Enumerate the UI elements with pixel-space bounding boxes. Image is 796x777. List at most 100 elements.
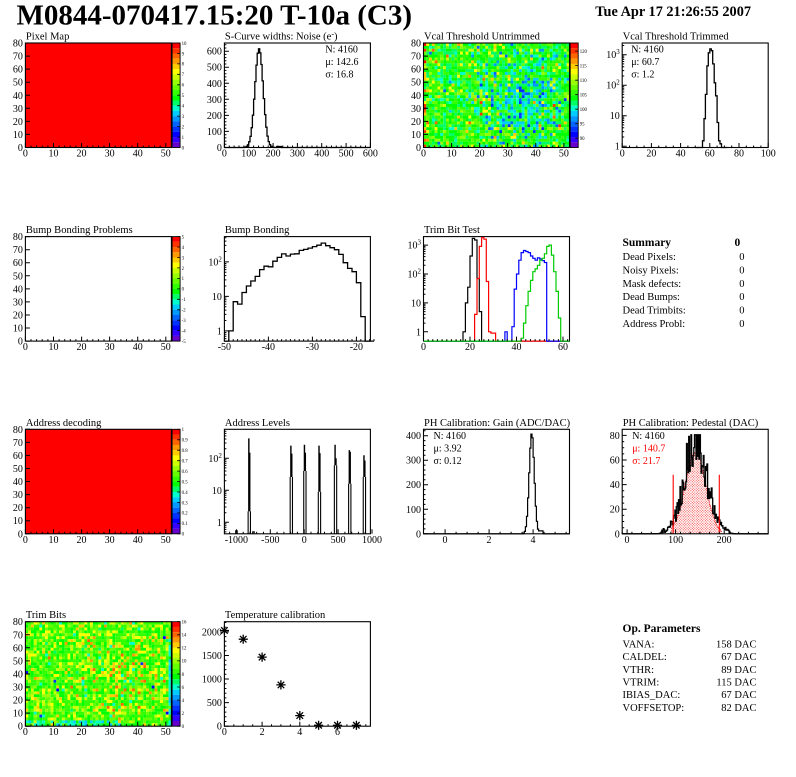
svg-text:-20: -20	[350, 342, 363, 353]
svg-text:Bump Bonding Problems: Bump Bonding Problems	[26, 225, 133, 236]
svg-text:115 DAC: 115 DAC	[716, 677, 756, 688]
svg-text:100: 100	[207, 127, 222, 138]
svg-text:Vcal Threshold Untrimmed: Vcal Threshold Untrimmed	[424, 32, 541, 43]
svg-text:PH Calibration: Gain (ADC/DAC): PH Calibration: Gain (ADC/DAC)	[424, 418, 571, 429]
svg-text:4: 4	[297, 727, 302, 738]
svg-text:4: 4	[182, 699, 185, 704]
svg-text:1: 1	[182, 136, 185, 141]
svg-text:100: 100	[668, 535, 683, 546]
svg-text:10: 10	[48, 535, 58, 546]
svg-text:70: 70	[13, 52, 23, 63]
svg-text:20: 20	[13, 696, 23, 707]
svg-text:40: 40	[133, 727, 143, 738]
svg-text:300: 300	[406, 456, 421, 467]
svg-text:0.3: 0.3	[182, 501, 189, 506]
svg-text:50: 50	[13, 271, 23, 282]
svg-text:30: 30	[13, 104, 23, 115]
svg-text:1: 1	[182, 428, 185, 433]
svg-text:4: 4	[531, 535, 536, 546]
svg-text:σ: 1.2: σ: 1.2	[631, 70, 654, 81]
svg-text:200: 200	[717, 535, 732, 546]
svg-text:10: 10	[212, 486, 222, 497]
svg-text:0: 0	[23, 149, 28, 160]
svg-text:5: 5	[182, 94, 185, 99]
svg-text:50: 50	[161, 342, 171, 353]
svg-text:-50: -50	[218, 342, 231, 353]
svg-text:0: 0	[217, 722, 222, 733]
svg-text:30: 30	[411, 104, 421, 115]
svg-text:Trim Bits: Trim Bits	[26, 610, 66, 621]
svg-text:Vcal Threshold Trimmed: Vcal Threshold Trimmed	[623, 32, 730, 43]
svg-text:400: 400	[207, 79, 222, 90]
svg-text:10: 10	[182, 660, 187, 665]
svg-text:20: 20	[646, 149, 656, 160]
svg-text:120: 120	[580, 50, 588, 55]
svg-text:300: 300	[207, 95, 222, 106]
svg-text:80: 80	[13, 39, 23, 50]
svg-text:50: 50	[13, 78, 23, 89]
svg-text:4: 4	[182, 105, 185, 110]
svg-text:100: 100	[761, 149, 776, 160]
svg-text:Dead Pixels:: Dead Pixels:	[623, 252, 676, 263]
svg-text:110: 110	[580, 79, 588, 84]
svg-text:0: 0	[182, 533, 185, 538]
svg-text:70: 70	[13, 245, 23, 256]
svg-text:10: 10	[48, 149, 58, 160]
svg-text:0: 0	[182, 288, 185, 293]
svg-text:1: 1	[615, 142, 620, 153]
svg-text:115: 115	[580, 64, 588, 69]
svg-text:-500: -500	[261, 535, 279, 546]
svg-text:70: 70	[13, 630, 23, 641]
svg-text:CALDEL:: CALDEL:	[623, 652, 667, 663]
svg-text:0: 0	[443, 535, 448, 546]
svg-text:50: 50	[13, 656, 23, 667]
svg-text:10: 10	[13, 709, 23, 720]
svg-text:40: 40	[411, 91, 421, 102]
svg-text:40: 40	[13, 669, 23, 680]
svg-text:20: 20	[77, 535, 87, 546]
svg-text:0.9: 0.9	[182, 439, 189, 444]
svg-text:2: 2	[182, 712, 185, 717]
svg-text:40: 40	[512, 342, 522, 353]
svg-text:40: 40	[133, 342, 143, 353]
svg-text:0: 0	[735, 237, 741, 249]
svg-text:N: 4160: N: 4160	[325, 45, 358, 56]
svg-text:50: 50	[13, 464, 23, 475]
svg-text:12: 12	[182, 647, 187, 652]
svg-text:-5: -5	[182, 340, 187, 345]
svg-text:30: 30	[105, 149, 115, 160]
svg-text:N: 4160: N: 4160	[434, 431, 467, 442]
svg-text:0: 0	[23, 535, 28, 546]
svg-text:0: 0	[620, 149, 625, 160]
svg-text:40: 40	[133, 535, 143, 546]
svg-text:0: 0	[18, 143, 23, 154]
svg-text:20: 20	[13, 117, 23, 128]
svg-text:0.2: 0.2	[182, 512, 189, 517]
svg-text:40: 40	[13, 284, 23, 295]
svg-text:Op. Parameters: Op. Parameters	[623, 623, 701, 635]
svg-text:Bump Bonding: Bump Bonding	[225, 225, 290, 236]
svg-text:N: 4160: N: 4160	[632, 431, 665, 442]
svg-text:6: 6	[182, 84, 185, 89]
svg-text:50: 50	[559, 149, 569, 160]
svg-text:10: 10	[13, 324, 23, 335]
svg-text:PH Calibration: Pedestal (DAC): PH Calibration: Pedestal (DAC)	[623, 418, 759, 429]
svg-text:μ: 3.92: μ: 3.92	[434, 443, 462, 454]
svg-text:0: 0	[302, 535, 307, 546]
svg-text:M0844-070417.15:20 T-10a (C3): M0844-070417.15:20 T-10a (C3)	[17, 0, 413, 32]
svg-text:0: 0	[18, 337, 23, 348]
svg-text:VTHR:: VTHR:	[623, 665, 655, 676]
svg-text:30: 30	[105, 342, 115, 353]
svg-text:0.7: 0.7	[182, 459, 189, 464]
svg-text:70: 70	[411, 52, 421, 63]
svg-text:3: 3	[182, 256, 185, 261]
svg-text:40: 40	[676, 149, 686, 160]
svg-text:60: 60	[705, 149, 715, 160]
svg-text:20: 20	[13, 503, 23, 514]
svg-text:9: 9	[182, 52, 185, 57]
svg-text:1000: 1000	[202, 675, 222, 686]
svg-text:Trim Bit Test: Trim Bit Test	[424, 225, 480, 236]
svg-text:100: 100	[241, 149, 256, 160]
svg-text:10: 10	[411, 298, 421, 309]
svg-text:90: 90	[580, 137, 585, 142]
